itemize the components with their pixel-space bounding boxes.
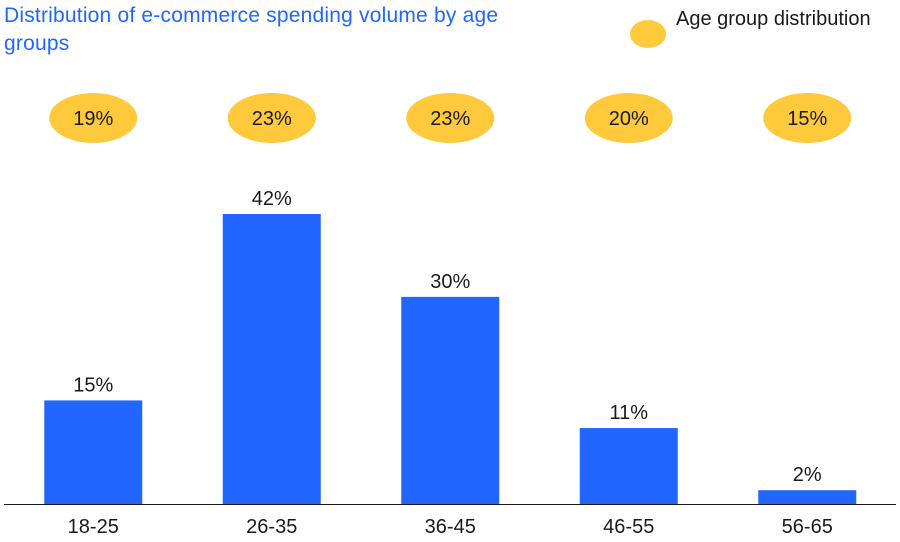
x-tick-label: 46-55: [603, 516, 654, 538]
bar-18-25: [44, 400, 143, 504]
x-tick-label: 26-35: [246, 516, 297, 538]
distribution-bubbles: 19% 23% 23% 20% 15%: [49, 93, 852, 143]
distribution-label: 23%: [252, 108, 292, 130]
legend-label: Age group distribution: [676, 8, 871, 30]
bar-26-35: [222, 214, 321, 504]
distribution-bubble: [763, 93, 852, 143]
bars: [44, 214, 857, 504]
distribution-bubble: [227, 93, 316, 143]
x-tick-label: 36-45: [425, 516, 476, 538]
distribution-label: 15%: [787, 108, 827, 130]
bar-56-65: [758, 490, 857, 504]
bar-36-45: [401, 296, 500, 504]
distribution-bubble: [406, 93, 495, 143]
bar-value-label: 30%: [430, 271, 470, 293]
distribution-label: 19%: [73, 108, 113, 130]
bar-46-55: [579, 428, 678, 504]
bar-value-label: 11%: [609, 402, 648, 424]
legend: Age group distribution: [628, 6, 898, 62]
bar-value-label: 42%: [252, 188, 292, 210]
x-tick-label: 56-65: [782, 516, 833, 538]
bar-value-label: 15%: [73, 374, 113, 396]
distribution-bubble: [49, 93, 138, 143]
distribution-label: 23%: [430, 108, 470, 130]
distribution-label: 20%: [609, 108, 649, 130]
x-tick-labels: 18-25 26-35 36-45 46-55 56-65: [68, 516, 833, 538]
chart-title: Distribution of e-commerce spending volu…: [4, 4, 499, 55]
bar-value-label: 2%: [793, 464, 822, 486]
bar-value-labels: 15% 42% 30% 11% 2%: [73, 188, 822, 486]
legend-swatch: [630, 20, 666, 48]
distribution-bubble: [584, 93, 673, 143]
x-tick-label: 18-25: [68, 516, 119, 538]
